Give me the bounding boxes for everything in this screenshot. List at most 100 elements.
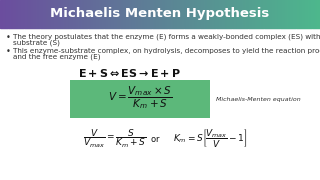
Bar: [132, 0, 133, 28]
Bar: [33, 0, 34, 28]
Bar: [46, 0, 47, 28]
Bar: [140, 0, 141, 28]
Bar: [23, 0, 25, 28]
Bar: [25, 0, 26, 28]
Bar: [48, 0, 49, 28]
Bar: [62, 0, 63, 28]
Bar: [204, 0, 205, 28]
Bar: [210, 0, 211, 28]
Bar: [105, 0, 106, 28]
Bar: [226, 0, 227, 28]
Bar: [19, 0, 20, 28]
Bar: [74, 0, 75, 28]
Bar: [215, 0, 217, 28]
Bar: [41, 0, 42, 28]
Bar: [12, 0, 13, 28]
Bar: [34, 0, 35, 28]
Bar: [42, 0, 43, 28]
Bar: [5, 0, 6, 28]
Bar: [130, 0, 131, 28]
Bar: [301, 0, 302, 28]
Bar: [187, 0, 188, 28]
Text: $\dfrac{V}{V_{max}} = \dfrac{S}{K_m + S}$: $\dfrac{V}{V_{max}} = \dfrac{S}{K_m + S}…: [83, 128, 147, 150]
Bar: [267, 0, 268, 28]
Bar: [220, 0, 221, 28]
Bar: [32, 0, 33, 28]
Bar: [60, 0, 61, 28]
Bar: [139, 0, 140, 28]
Bar: [131, 0, 132, 28]
Bar: [252, 0, 253, 28]
Bar: [193, 0, 194, 28]
Bar: [221, 0, 222, 28]
Bar: [243, 0, 244, 28]
Bar: [223, 0, 224, 28]
Bar: [212, 0, 213, 28]
Bar: [69, 0, 70, 28]
Bar: [0, 0, 1, 28]
Bar: [251, 0, 252, 28]
Bar: [240, 0, 241, 28]
Bar: [298, 0, 299, 28]
Bar: [295, 0, 297, 28]
Bar: [306, 0, 307, 28]
Bar: [113, 0, 114, 28]
Bar: [31, 0, 32, 28]
Bar: [255, 0, 256, 28]
Bar: [230, 0, 231, 28]
Bar: [194, 0, 195, 28]
Bar: [10, 0, 11, 28]
Bar: [261, 0, 262, 28]
Bar: [155, 0, 156, 28]
Bar: [311, 0, 313, 28]
Bar: [285, 0, 286, 28]
Bar: [92, 0, 93, 28]
Bar: [197, 0, 198, 28]
Bar: [222, 0, 223, 28]
Bar: [77, 0, 78, 28]
Bar: [67, 0, 68, 28]
Bar: [137, 0, 138, 28]
Bar: [18, 0, 19, 28]
Bar: [84, 0, 85, 28]
Bar: [44, 0, 45, 28]
Bar: [159, 0, 160, 28]
Bar: [89, 0, 90, 28]
Bar: [17, 0, 18, 28]
Bar: [149, 0, 150, 28]
Bar: [128, 0, 129, 28]
Bar: [183, 0, 185, 28]
Bar: [253, 0, 254, 28]
Bar: [189, 0, 190, 28]
Bar: [37, 0, 38, 28]
Text: •: •: [6, 33, 11, 42]
Bar: [90, 0, 91, 28]
Bar: [196, 0, 197, 28]
Bar: [319, 0, 320, 28]
Bar: [15, 0, 16, 28]
Bar: [133, 0, 134, 28]
Bar: [45, 0, 46, 28]
Bar: [289, 0, 290, 28]
Bar: [238, 0, 239, 28]
Bar: [237, 0, 238, 28]
Bar: [68, 0, 69, 28]
Bar: [14, 0, 15, 28]
Bar: [78, 0, 79, 28]
Bar: [308, 0, 309, 28]
Text: This enzyme-substrate complex, on hydrolysis, decomposes to yield the reaction p: This enzyme-substrate complex, on hydrol…: [13, 47, 320, 53]
Bar: [85, 0, 86, 28]
Bar: [108, 0, 109, 28]
Bar: [21, 0, 22, 28]
Bar: [83, 0, 84, 28]
Bar: [111, 0, 112, 28]
Bar: [7, 0, 9, 28]
Bar: [39, 0, 41, 28]
Bar: [118, 0, 119, 28]
Bar: [70, 0, 71, 28]
Text: Michaelis-Menten equation: Michaelis-Menten equation: [216, 96, 301, 102]
Bar: [182, 0, 183, 28]
Bar: [241, 0, 242, 28]
Bar: [75, 0, 76, 28]
Bar: [203, 0, 204, 28]
